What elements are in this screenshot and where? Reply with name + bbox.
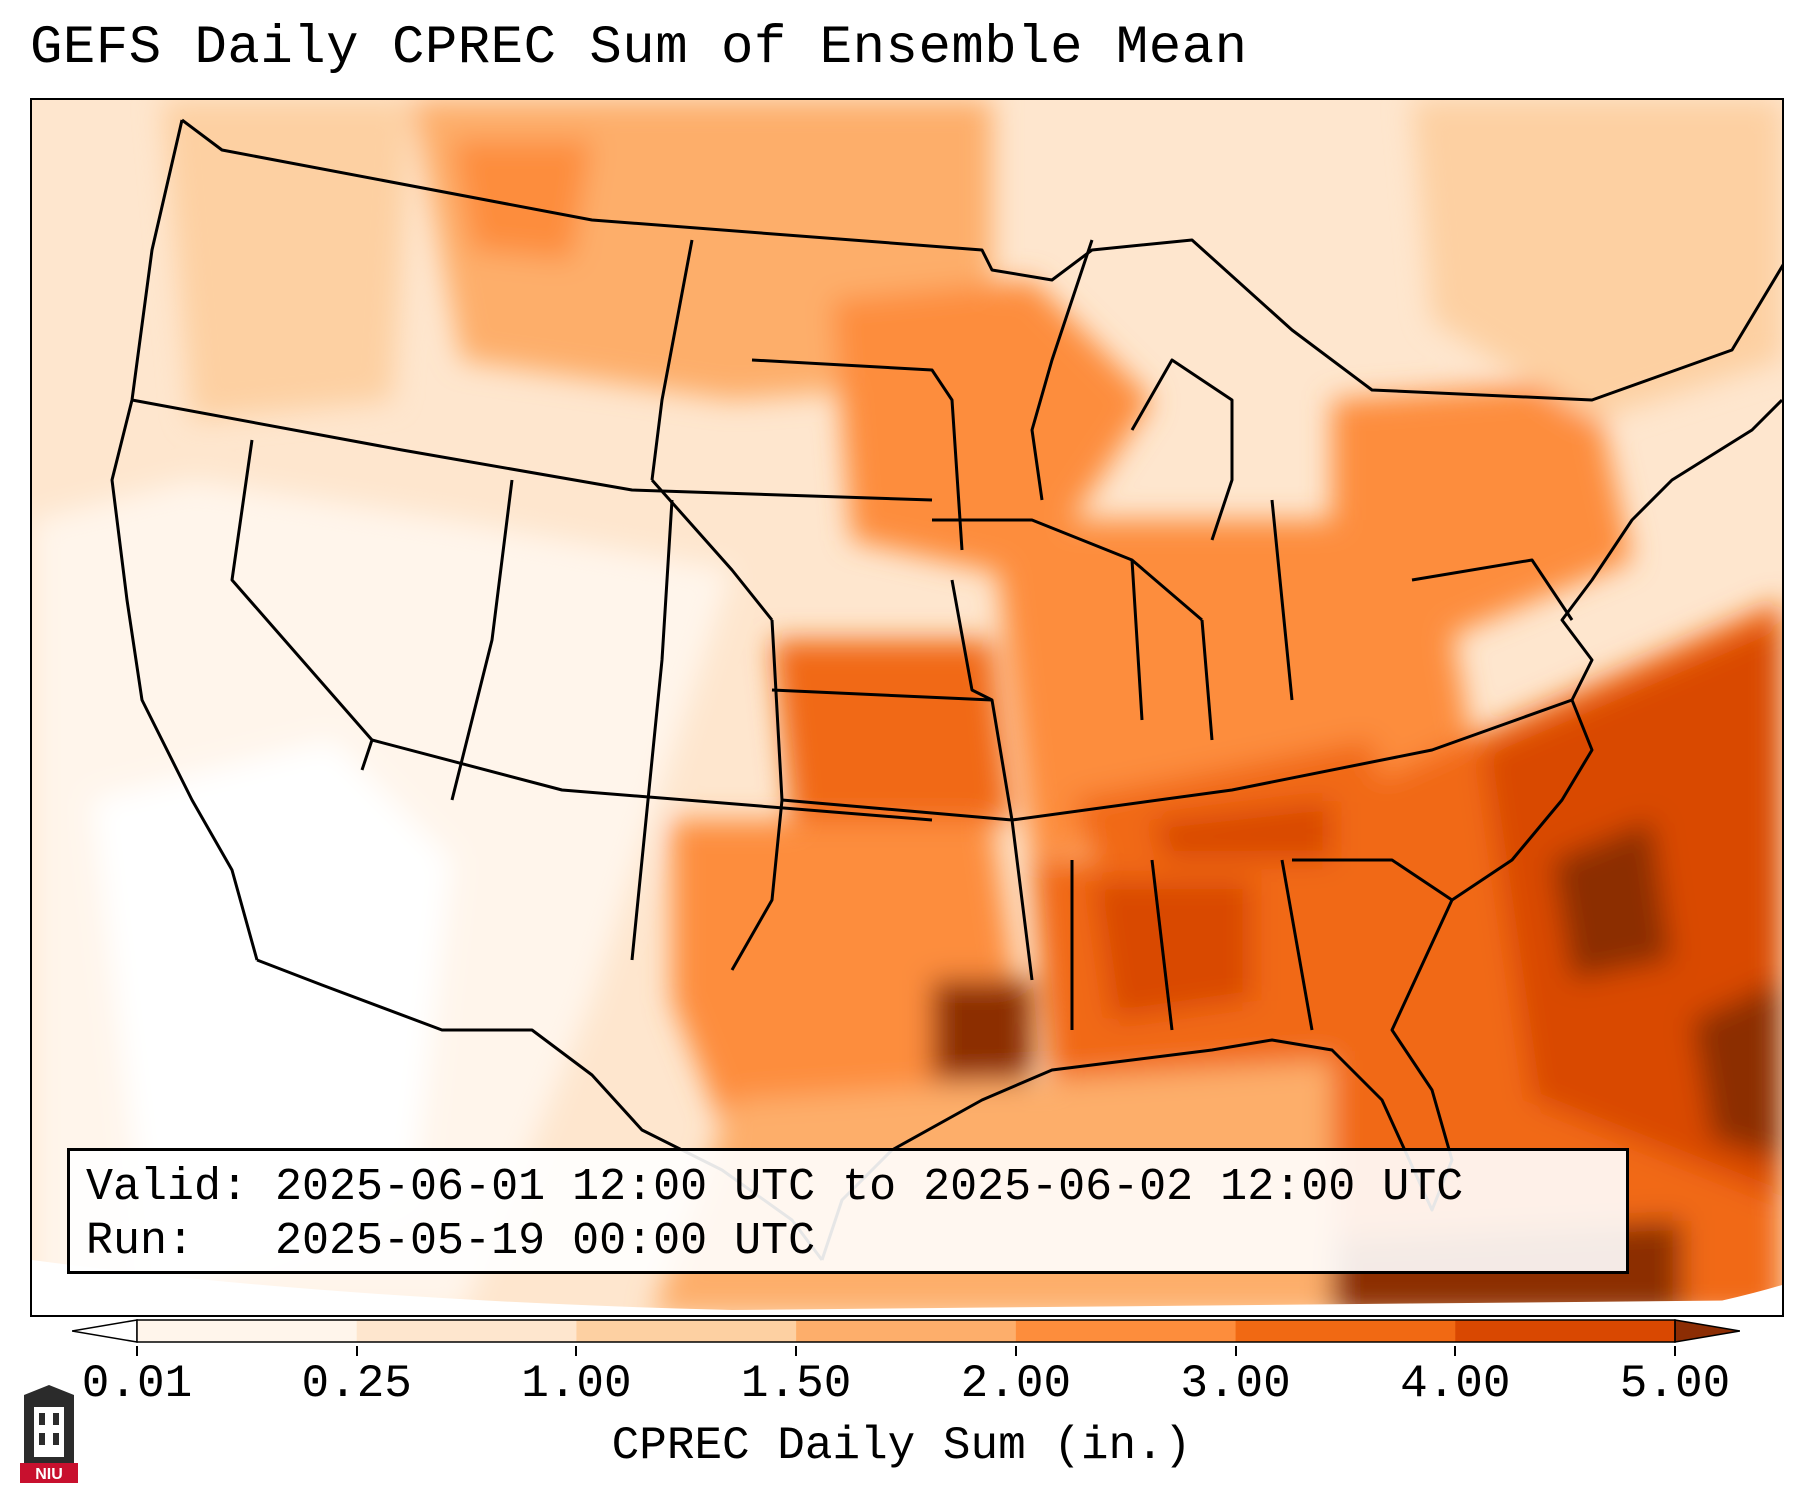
colorbar-extend-high <box>1674 1319 1740 1343</box>
colorbar-tick <box>1014 1346 1017 1356</box>
colorbar-tick <box>1454 1346 1457 1356</box>
colorbar-outline <box>136 1319 1676 1343</box>
projection-edge <box>32 1260 1782 1315</box>
colorbar-label: CPREC Daily Sum (in.) <box>611 1420 1192 1472</box>
niu-logo: NIU <box>20 1385 78 1483</box>
colorbar-segment <box>1015 1320 1237 1342</box>
map-canvas <box>32 100 1782 1315</box>
colorbar-tick <box>136 1346 138 1356</box>
colorbar-segment <box>796 1320 1017 1342</box>
colorbar-tick <box>795 1346 798 1356</box>
colorbar-segment <box>576 1320 797 1342</box>
map-title: GEFS Daily CPREC Sum of Ensemble Mean <box>30 18 1248 79</box>
colorbar-segment <box>356 1320 577 1342</box>
valid-time-line: Valid: 2025-06-01 12:00 UTC to 2025-06-0… <box>86 1162 1464 1213</box>
colorbar-tick <box>575 1346 578 1356</box>
niu-logo-text: NIU <box>35 1466 63 1483</box>
colorbar-segment <box>1235 1320 1456 1342</box>
colorbar-segments <box>72 1319 1740 1343</box>
colorbar-tick-label: 3.00 <box>1180 1358 1291 1410</box>
precipitation-map <box>30 98 1784 1317</box>
colorbar-tick-label: 4.00 <box>1400 1358 1511 1410</box>
colorbar <box>72 1319 1740 1343</box>
colorbar-extend-low <box>72 1319 138 1343</box>
valid-run-info-box: Valid: 2025-06-01 12:00 UTC to 2025-06-0… <box>67 1148 1629 1274</box>
colorbar-tick-label: 5.00 <box>1619 1358 1731 1410</box>
colorbar-tick <box>1674 1346 1676 1356</box>
colorbar-tick-label: 1.00 <box>521 1358 632 1410</box>
colorbar-tick-label: 0.25 <box>301 1358 412 1410</box>
colorbar-tick <box>355 1346 358 1356</box>
state-boundaries <box>110 118 1782 1261</box>
colorbar-tick <box>1234 1346 1237 1356</box>
colorbar-segment <box>1455 1320 1676 1342</box>
run-time-line: Run: 2025-05-19 00:00 UTC <box>86 1216 816 1267</box>
colorbar-tick-label: 2.00 <box>960 1358 1072 1410</box>
colorbar-tick-label: 0.01 <box>81 1358 193 1410</box>
colorbar-segment <box>137 1320 358 1342</box>
colorbar-tick-label: 1.50 <box>740 1358 852 1410</box>
